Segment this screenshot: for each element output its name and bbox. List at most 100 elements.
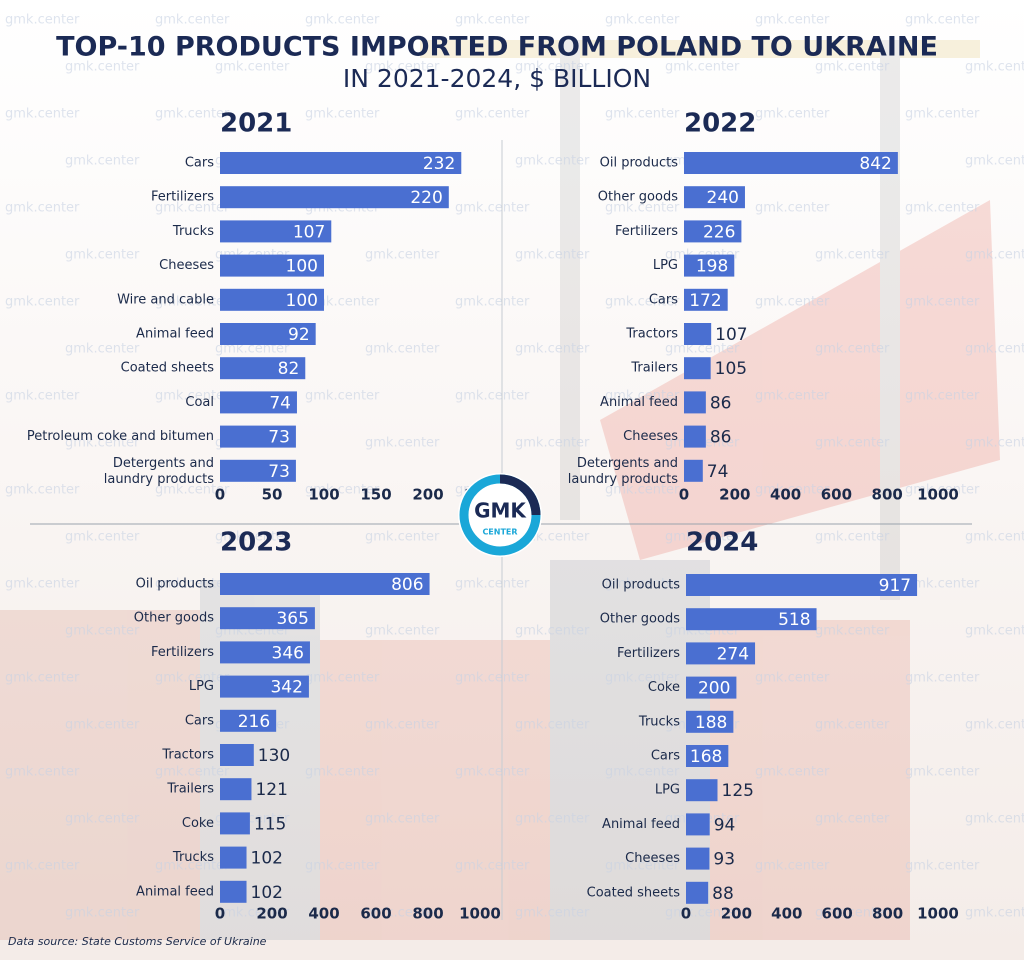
bar xyxy=(220,220,332,243)
x-tick-label: 150 xyxy=(360,486,391,504)
watermark: gmk.center xyxy=(5,765,80,780)
watermark: gmk.center xyxy=(455,201,530,216)
bar xyxy=(686,813,710,836)
category-label: Fertilizers xyxy=(615,224,678,239)
watermark: gmk.center xyxy=(365,60,440,75)
watermark: gmk.center xyxy=(155,107,230,122)
watermark: gmk.center xyxy=(365,812,440,827)
watermark: gmk.center xyxy=(155,201,230,216)
bar xyxy=(220,357,306,380)
x-tick-label: 200 xyxy=(412,486,443,504)
watermark: gmk.center xyxy=(815,718,890,733)
watermark: gmk.center xyxy=(965,624,1024,639)
watermark: gmk.center xyxy=(905,483,980,498)
x-tick-label: 400 xyxy=(308,905,339,923)
watermark: gmk.center xyxy=(965,436,1024,451)
value-label: 842 xyxy=(859,154,891,174)
logo-text: CENTER xyxy=(482,528,517,537)
watermark: gmk.center xyxy=(455,295,530,310)
x-tick-label: 100 xyxy=(308,486,339,504)
bar xyxy=(220,675,309,698)
bar xyxy=(220,607,315,630)
category-label: Detergents and laundry products xyxy=(568,455,678,486)
watermark: gmk.center xyxy=(65,624,140,639)
value-label: 168 xyxy=(690,747,722,767)
watermark: gmk.center xyxy=(65,906,140,921)
source: Data source: State Customs Service of Uk… xyxy=(8,935,267,948)
watermark: gmk.center xyxy=(815,624,890,639)
value-label: 102 xyxy=(251,849,283,869)
value-label: 88 xyxy=(712,884,734,904)
x-tick-label: 1000 xyxy=(917,905,959,923)
category-label: Fertilizers xyxy=(151,645,214,660)
bar xyxy=(220,709,277,732)
x-tick-label: 200 xyxy=(719,486,750,504)
value-label: 240 xyxy=(707,188,739,208)
watermark: gmk.center xyxy=(305,671,380,686)
bar xyxy=(684,425,706,448)
value-label: 365 xyxy=(276,609,308,629)
watermark: gmk.center xyxy=(515,436,590,451)
watermark: gmk.center xyxy=(5,389,80,404)
watermark: gmk.center xyxy=(515,906,590,921)
watermark: gmk.center xyxy=(605,389,680,404)
watermark: gmk.center xyxy=(215,906,290,921)
watermark: gmk.center xyxy=(965,248,1024,263)
watermark: gmk.center xyxy=(815,436,890,451)
watermark: gmk.center xyxy=(365,436,440,451)
value-label: 107 xyxy=(293,222,325,242)
watermark: gmk.center xyxy=(215,60,290,75)
watermark: gmk.center xyxy=(65,530,140,545)
logo-bg xyxy=(458,473,542,557)
category-label: Trucks xyxy=(638,714,680,729)
bar xyxy=(686,608,817,631)
watermark: gmk.center xyxy=(605,107,680,122)
value-label: 226 xyxy=(703,222,735,242)
bar xyxy=(220,641,310,664)
background-decor xyxy=(0,40,1000,940)
value-label: 115 xyxy=(254,814,286,834)
watermark: gmk.center xyxy=(305,859,380,874)
bar xyxy=(684,357,711,380)
bar xyxy=(220,459,296,482)
category-label: Coated sheets xyxy=(587,885,681,900)
value-label: 94 xyxy=(714,815,736,835)
value-label: 121 xyxy=(255,780,287,800)
value-label: 73 xyxy=(268,428,290,448)
watermark: gmk.center xyxy=(905,577,980,592)
watermark: gmk.center xyxy=(605,295,680,310)
watermark: gmk.center xyxy=(605,201,680,216)
bar xyxy=(220,778,252,801)
watermark: gmk.center xyxy=(755,671,830,686)
bar xyxy=(686,847,710,870)
category-label: LPG xyxy=(653,258,678,273)
watermark: gmk.center xyxy=(155,483,230,498)
bar xyxy=(686,745,729,767)
bar xyxy=(220,152,462,174)
watermark: gmk.center xyxy=(365,624,440,639)
x-tick-label: 200 xyxy=(721,905,752,923)
watermark: gmk.center xyxy=(65,248,140,263)
watermark: gmk.center xyxy=(365,906,440,921)
watermark: gmk.center xyxy=(755,765,830,780)
category-label: Tractors xyxy=(161,748,214,763)
watermark: gmk.center xyxy=(905,859,980,874)
category-label: Tractors xyxy=(625,327,678,342)
category-label: Coke xyxy=(648,680,680,695)
watermark: gmk.center xyxy=(815,248,890,263)
watermark: gmk.center xyxy=(605,483,680,498)
watermark: gmk.center xyxy=(965,342,1024,357)
watermark: gmk.center xyxy=(155,389,230,404)
watermark: gmk.center xyxy=(605,859,680,874)
value-label: 172 xyxy=(689,291,721,311)
x-tick-label: 200 xyxy=(256,905,287,923)
watermark: gmk.center xyxy=(215,530,290,545)
category-label: Trucks xyxy=(172,850,214,865)
category-label: Other goods xyxy=(134,611,214,626)
bar xyxy=(220,573,430,595)
watermark: gmk.center xyxy=(305,765,380,780)
bar xyxy=(684,186,745,209)
x-tick-label: 1000 xyxy=(459,905,501,923)
watermark: gmk.center xyxy=(455,13,530,28)
bar xyxy=(684,254,735,277)
